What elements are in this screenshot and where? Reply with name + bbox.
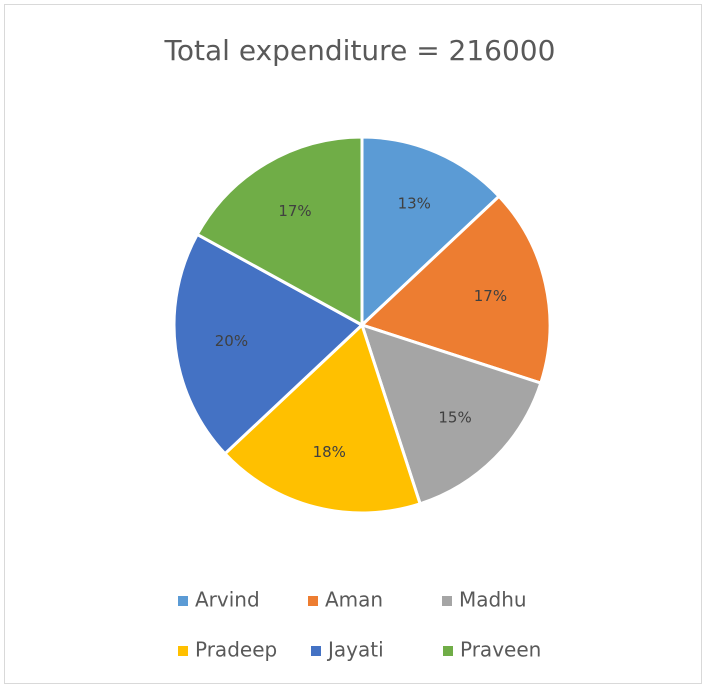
legend-label: Aman (325, 588, 383, 612)
legend-swatch (178, 646, 188, 656)
legend-swatch (308, 596, 318, 606)
data-label: 17% (474, 287, 507, 305)
legend-swatch (178, 596, 188, 606)
legend-label: Jayati (326, 638, 384, 662)
pie-slice (359, 194, 552, 385)
data-label: 18% (313, 443, 346, 461)
data-label: 13% (398, 195, 431, 213)
pie-slice (360, 135, 502, 329)
legend-swatch (311, 646, 321, 656)
data-label: 20% (215, 332, 248, 350)
pie-slice (172, 232, 365, 456)
chart-title: Total expenditure = 216000 (164, 34, 556, 67)
pie-slice (195, 135, 364, 328)
pie-slice (222, 322, 422, 515)
legend-swatch (443, 646, 453, 656)
data-label: 15% (438, 409, 471, 427)
data-label: 17% (278, 202, 311, 220)
legend-label: Arvind (195, 588, 260, 612)
legend-label: Praveen (460, 638, 541, 662)
legend-label: Pradeep (195, 638, 277, 662)
legend-swatch (442, 596, 452, 606)
legend-label: Madhu (459, 588, 527, 612)
